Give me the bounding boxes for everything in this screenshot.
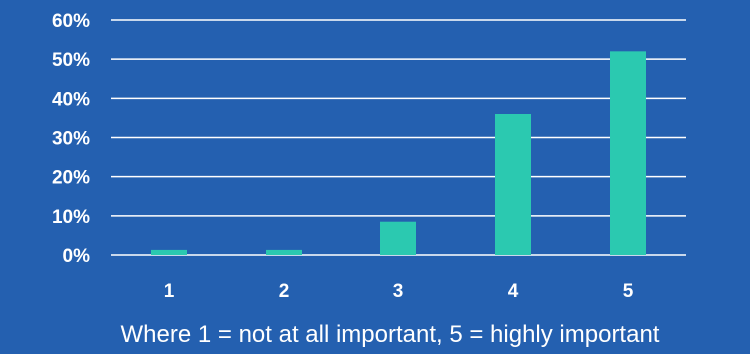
y-tick-label: 40% (52, 89, 90, 110)
bar-4 (495, 114, 531, 255)
bar-3 (380, 221, 416, 255)
y-tick-label: 30% (52, 129, 90, 150)
gridlines (111, 19, 686, 256)
x-axis-tick-labels: 1 2 3 4 5 (164, 281, 634, 302)
y-tick-label: 60% (52, 11, 90, 32)
y-axis-tick-labels: 0% 10% 20% 30% 40% 50% 60% (52, 11, 90, 267)
bar-2 (266, 249, 302, 255)
x-tick-label: 2 (279, 281, 290, 302)
y-tick-label: 50% (52, 50, 90, 71)
y-tick-label: 10% (52, 207, 90, 228)
x-tick-label: 5 (623, 281, 634, 302)
bar-1 (151, 249, 187, 255)
x-tick-label: 3 (393, 281, 404, 302)
x-tick-label: 4 (508, 281, 519, 302)
x-tick-label: 1 (164, 281, 175, 302)
y-tick-label: 0% (63, 246, 91, 267)
bar-5 (610, 51, 646, 256)
bars (151, 51, 646, 256)
y-tick-label: 20% (52, 168, 90, 189)
x-axis-caption: Where 1 = not at all important, 5 = high… (121, 321, 660, 348)
